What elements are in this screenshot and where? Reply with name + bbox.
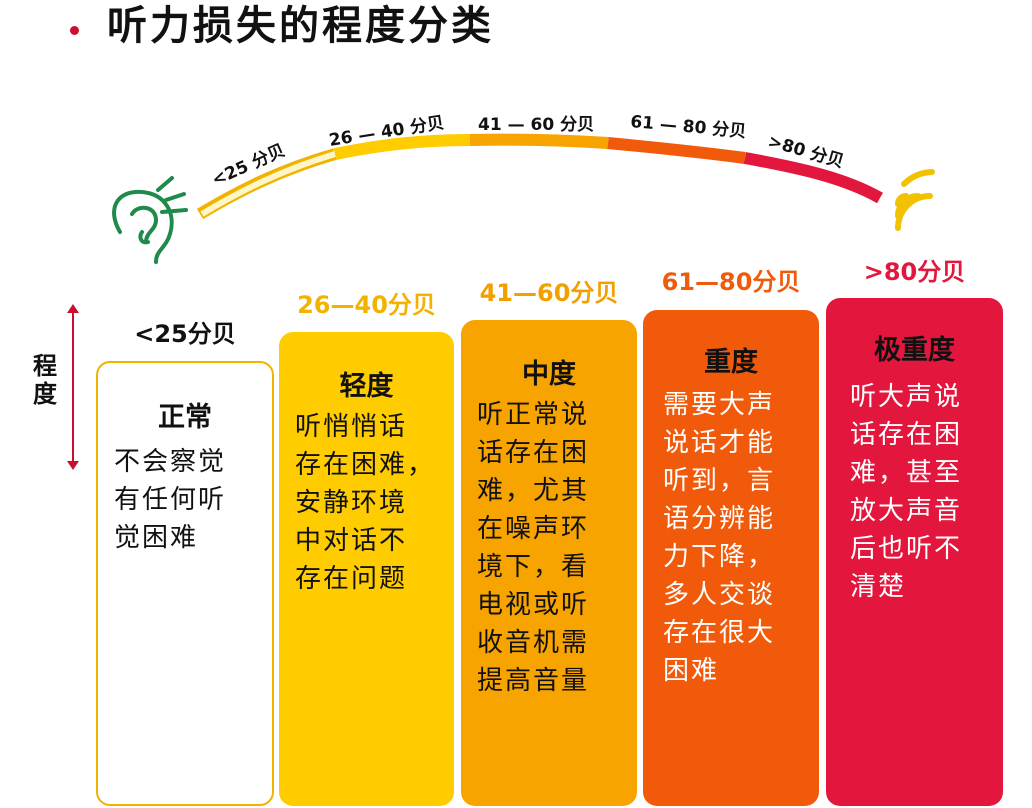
range-label-normal: <25分贝: [134, 320, 236, 348]
description-line: 听到，言: [663, 466, 776, 496]
description-line: 提高音量: [477, 666, 590, 696]
description-line: 话存在困: [477, 438, 590, 468]
level-name: 正常: [158, 402, 212, 433]
level-description: 需要大声 说话才能 听到，言 语分辨能 力下降， 多人交谈 存在很大 困难: [663, 386, 775, 690]
description-line: 存在很大: [663, 618, 776, 648]
range-label-profound: >80分贝: [863, 258, 966, 286]
description-line: 困难: [663, 656, 720, 686]
range-label-mild: 26—40分贝: [297, 291, 436, 319]
description-line: 话存在困: [850, 420, 963, 450]
title-block: 听力损失的程度分类: [70, 0, 494, 52]
description-line: 中对话不: [295, 526, 408, 556]
level-name: 中度: [522, 359, 576, 390]
description-line: 有任何听: [114, 485, 227, 515]
description-line: 力下降，: [663, 542, 776, 572]
description-line: 后也听不: [850, 534, 963, 564]
description-line: 多人交谈: [663, 580, 776, 610]
page-title: 听力损失的程度分类: [107, 3, 494, 49]
description-line: 放大声音: [850, 496, 963, 526]
description-line: 收音机需: [477, 628, 590, 658]
description-line: 需要大声: [663, 390, 776, 420]
level-card-profound: 极重度 听大声说 话存在困 难，甚至 放大声音 后也听不 清楚: [826, 298, 1003, 806]
description-line: 存在问题: [295, 564, 408, 594]
description-line: 觉困难: [114, 523, 199, 553]
arc-label-moderate: 41 — 60 分贝: [478, 115, 594, 135]
hearing-arc: <25 分贝 26 — 40 分贝 41 — 60 分贝 61 — 80 分贝 …: [112, 112, 935, 264]
description-line: 不会察觉: [114, 447, 227, 477]
level-card-normal: 正常 不会察觉 有任何听 觉困难: [96, 361, 274, 806]
arc-segment-profound: [743, 152, 883, 204]
arc-segment-mild: [333, 134, 471, 160]
level-description: 听悄悄话 存在困难， 安静环境 中对话不 存在问题: [295, 408, 435, 598]
degree-axis: [67, 304, 79, 470]
description-line: 清楚: [850, 572, 907, 602]
description-line: 听大声说: [850, 382, 963, 412]
level-name: 轻度: [339, 371, 394, 402]
description-line: 电视或听: [477, 590, 590, 620]
description-line: 听悄悄话: [295, 412, 408, 442]
description-line: 听正常说: [477, 400, 590, 430]
range-label-moderate: 41—60分贝: [479, 279, 619, 307]
level-name: 重度: [704, 347, 758, 378]
arc-segment-moderate: [469, 133, 609, 149]
description-line: 说话才能: [663, 428, 776, 458]
level-card-mild: 轻度 听悄悄话 存在困难， 安静环境 中对话不 存在问题: [279, 332, 454, 806]
ear-icon: [112, 176, 188, 264]
title-bullet: [70, 25, 79, 35]
arc-label-severe: 61 — 80 分贝: [630, 112, 747, 142]
description-line: 难，甚至: [850, 458, 963, 488]
description-line: 难，尤其: [477, 476, 590, 506]
description-line: 在噪声环: [477, 514, 590, 544]
range-label-severe: 61—80分贝: [661, 268, 801, 296]
sound-waves-icon: [895, 169, 935, 231]
description-line: 安静环境: [295, 488, 408, 518]
level-name: 极重度: [874, 335, 955, 366]
degree-axis-label: 程度: [33, 352, 57, 408]
level-description: 听大声说 话存在困 难，甚至 放大声音 后也听不 清楚: [850, 378, 962, 606]
description-line: 境下，看: [477, 552, 590, 582]
description-line: 语分辨能: [663, 504, 776, 534]
level-card-moderate: 中度 听正常说 话存在困 难，尤其 在噪声环 境下，看 电视或听 收音机需 提高…: [461, 320, 637, 806]
level-description: 不会察觉 有任何听 觉困难: [114, 443, 226, 557]
description-line: 存在困难，: [295, 450, 436, 480]
level-description: 听正常说 话存在困 难，尤其 在噪声环 境下，看 电视或听 收音机需 提高音量: [477, 396, 589, 700]
arc-segment-severe: [607, 137, 746, 164]
level-card-severe: 重度 需要大声 说话才能 听到，言 语分辨能 力下降， 多人交谈 存在很大 困难: [643, 310, 819, 806]
